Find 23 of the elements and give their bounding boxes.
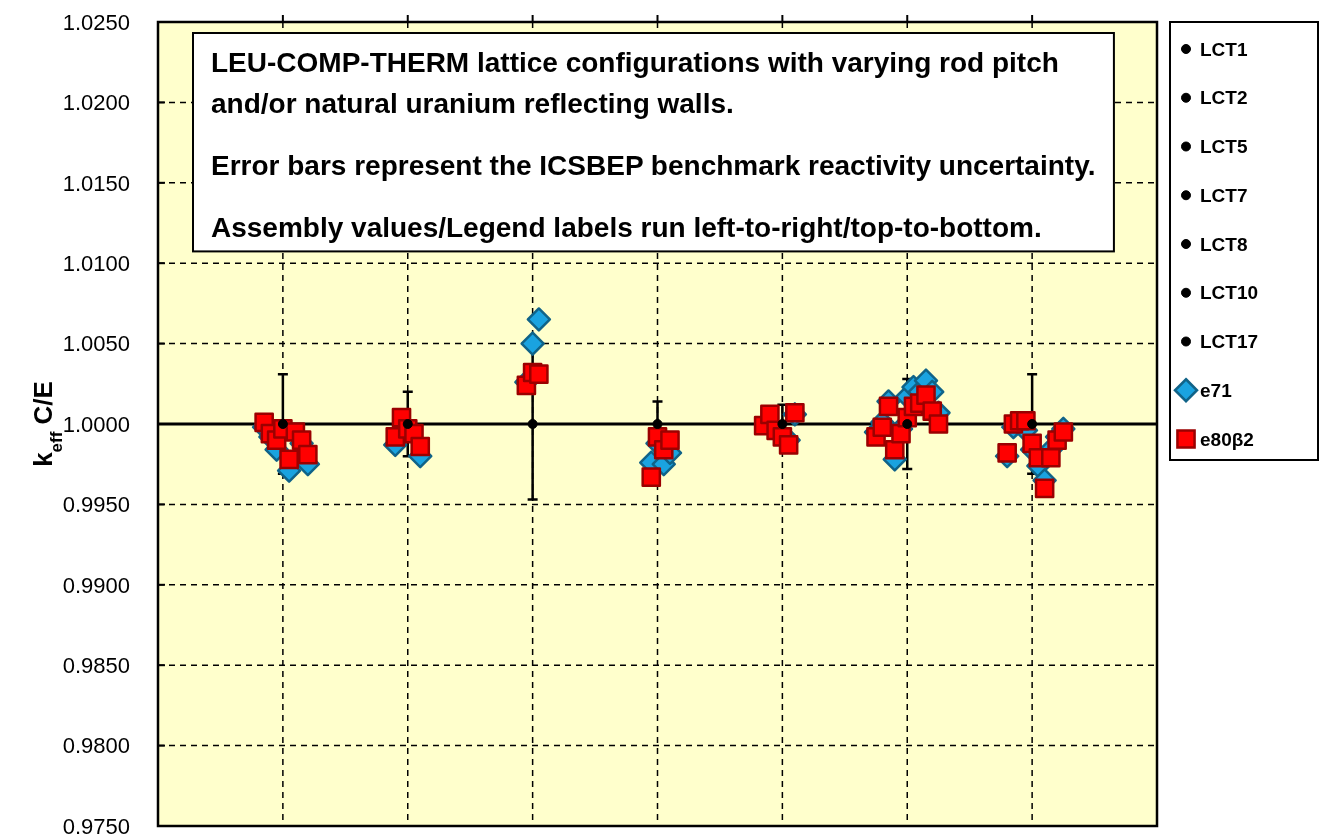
legend-label: LCT7 xyxy=(1200,184,1248,206)
y-tick-label: 0.9950 xyxy=(62,492,130,518)
y-tick-label: 1.0000 xyxy=(62,411,130,437)
legend-label: LCT10 xyxy=(1200,282,1259,304)
y-tick-label: 1.0100 xyxy=(62,250,130,276)
y-tick-label: 0.9750 xyxy=(62,813,130,838)
legend-label: LCT1 xyxy=(1200,38,1248,60)
y-tick-label: 1.0200 xyxy=(62,90,130,116)
legend-label: LCT17 xyxy=(1200,331,1259,353)
y-tick-label: 0.9800 xyxy=(62,733,130,759)
annotation: LEU-COMP-THERM lattice configurations with varying rod pitch and/or natural uranium reflecting walls. xyxy=(211,47,1059,119)
y-tick-label: 1.0050 xyxy=(62,331,130,357)
y-tick-label: 1.0250 xyxy=(62,9,130,35)
legend-label: e80β2 xyxy=(1200,428,1254,450)
y-tick-label: 0.9900 xyxy=(62,572,130,598)
legend-label: LCT8 xyxy=(1200,233,1248,255)
y-tick-label: 1.0150 xyxy=(62,170,130,196)
annotation: Assembly values/Legend labels run left-to-right/top-to-bottom. xyxy=(211,212,1042,243)
y-tick-label: 0.9850 xyxy=(62,652,130,678)
annotation: Error bars represent the ICSBEP benchmark reactivity uncertainty. xyxy=(211,150,1096,181)
legend-label: LCT5 xyxy=(1200,136,1248,158)
legend-label: LCT2 xyxy=(1200,87,1248,109)
legend-label: e71 xyxy=(1200,379,1233,401)
